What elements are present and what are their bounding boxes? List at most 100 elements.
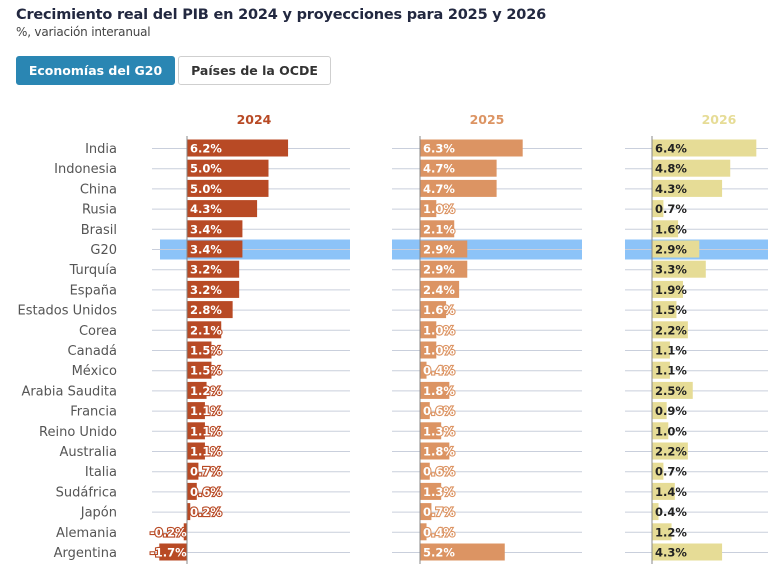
bar-2024: [187, 260, 240, 278]
value-label: 6.4%: [655, 142, 687, 156]
bar-2025: [420, 200, 437, 218]
value-label: 1.8%: [423, 445, 455, 459]
value-label: 2.4%: [423, 283, 455, 297]
bar-2024: [187, 240, 243, 258]
value-label: 1.5%: [190, 364, 222, 378]
value-label: 0.4%: [655, 505, 687, 519]
value-label: 0.6%: [190, 485, 222, 499]
category-label: China: [80, 182, 117, 197]
value-label: 0.4%: [423, 364, 455, 378]
bar-2025: [420, 482, 442, 500]
bar-2026: [652, 523, 672, 541]
bar-2025: [420, 523, 427, 541]
value-label: 1.1%: [655, 364, 687, 378]
value-label: 2.5%: [655, 384, 687, 398]
bar-2025: [420, 402, 430, 420]
year-header-2026: 2026: [702, 112, 737, 127]
bar-2026: [652, 422, 669, 440]
value-label: 0.4%: [423, 525, 455, 539]
bar-2026: [652, 543, 723, 561]
bar-2024: [187, 179, 269, 197]
value-label: 3.4%: [190, 243, 222, 257]
value-label: 1.3%: [423, 424, 455, 438]
bar-2026: [652, 381, 693, 399]
bar-2025: [420, 381, 450, 399]
bar-2026: [652, 361, 670, 379]
value-label: 1.1%: [190, 445, 222, 459]
category-label: India: [85, 142, 117, 157]
value-label: 1.1%: [190, 404, 222, 418]
value-label: 1.5%: [655, 303, 687, 317]
value-label: 4.3%: [190, 202, 222, 216]
bar-2026: [652, 321, 688, 339]
category-label: Italia: [85, 465, 117, 480]
bar-2024: [183, 523, 187, 541]
bar-2025: [420, 280, 460, 298]
bar-2026: [652, 503, 659, 521]
bar-2025: [420, 220, 455, 238]
bar-2024: [159, 543, 187, 561]
bar-2025: [420, 139, 523, 157]
category-label: Francia: [70, 405, 117, 420]
value-label: 4.7%: [423, 182, 455, 196]
bar-2024: [187, 301, 233, 319]
year-header-2025: 2025: [470, 112, 505, 127]
category-label: Brasil: [81, 223, 117, 238]
bar-2026: [652, 260, 706, 278]
bar-2024: [187, 321, 222, 339]
value-label: 2.2%: [655, 445, 687, 459]
value-label: -1.7%: [150, 546, 187, 560]
bar-2024: [187, 381, 207, 399]
value-label: 0.9%: [655, 404, 687, 418]
category-label: Estados Unidos: [17, 304, 117, 319]
value-label: 3.2%: [190, 283, 222, 297]
bar-2026: [652, 341, 670, 359]
value-label: 1.8%: [423, 384, 455, 398]
year-header-2024: 2024: [237, 112, 272, 127]
value-label: 5.2%: [423, 546, 455, 560]
value-label: 4.8%: [655, 162, 687, 176]
bar-2026: [652, 482, 675, 500]
category-label: Canadá: [68, 344, 117, 359]
g20-economies-toggle-button[interactable]: Economías del G20: [16, 56, 175, 85]
category-label: Japón: [80, 506, 117, 521]
value-label: 2.9%: [655, 243, 687, 257]
bar-2025: [420, 422, 442, 440]
value-label: 2.9%: [423, 263, 455, 277]
bar-2026: [652, 159, 731, 177]
value-label: 3.2%: [190, 263, 222, 277]
value-label: 1.0%: [423, 202, 455, 216]
bar-2026: [652, 139, 757, 157]
value-label: 6.2%: [190, 142, 222, 156]
value-label: -0.2%: [150, 525, 187, 539]
bar-2025: [420, 442, 450, 460]
bar-2026: [652, 240, 700, 258]
bar-2024: [187, 341, 212, 359]
value-label: 1.4%: [655, 485, 687, 499]
value-label: 1.0%: [655, 424, 687, 438]
bar-2024: [187, 361, 212, 379]
bar-2026: [652, 220, 679, 238]
bar-2025: [420, 159, 497, 177]
chart-title: Crecimiento real del PIB en 2024 y proye…: [16, 7, 546, 23]
bar-2025: [420, 503, 432, 521]
category-label: Argentina: [54, 546, 117, 561]
bar-2025: [420, 321, 437, 339]
value-label: 2.1%: [190, 323, 222, 337]
bar-2026: [652, 442, 688, 460]
bar-2024: [187, 280, 240, 298]
value-label: 1.6%: [423, 303, 455, 317]
value-label: 2.2%: [655, 323, 687, 337]
bar-2025: [420, 543, 505, 561]
value-label: 1.3%: [423, 485, 455, 499]
category-label: Arabia Saudita: [21, 384, 117, 399]
bar-2025: [420, 240, 468, 258]
value-label: 0.7%: [655, 202, 687, 216]
category-label: España: [70, 283, 117, 298]
bar-2025: [420, 260, 468, 278]
bar-2025: [420, 179, 497, 197]
value-label: 0.6%: [423, 465, 455, 479]
value-label: 1.1%: [655, 344, 687, 358]
category-label: Indonesia: [54, 162, 117, 177]
oecd-countries-toggle-button[interactable]: Países de la OCDE: [178, 56, 331, 85]
